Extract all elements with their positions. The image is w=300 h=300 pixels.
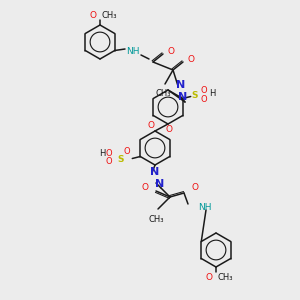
Text: NH: NH xyxy=(198,202,211,211)
Text: S: S xyxy=(117,155,124,164)
Text: H: H xyxy=(99,149,105,158)
Text: O: O xyxy=(201,95,207,104)
Text: O: O xyxy=(188,55,195,64)
Text: N: N xyxy=(176,80,186,90)
Text: O: O xyxy=(191,184,198,193)
Text: O: O xyxy=(106,157,112,166)
Text: O: O xyxy=(142,182,149,191)
Text: NH: NH xyxy=(126,47,140,56)
Text: O: O xyxy=(90,11,97,20)
Text: O: O xyxy=(106,149,112,158)
Text: N: N xyxy=(178,92,188,102)
Text: CH₃: CH₃ xyxy=(217,272,233,281)
Text: N: N xyxy=(155,179,165,189)
Text: N: N xyxy=(150,167,160,177)
Text: CH₃: CH₃ xyxy=(101,11,116,20)
Text: S: S xyxy=(191,91,198,100)
Text: O: O xyxy=(148,121,155,130)
Text: O: O xyxy=(201,86,207,95)
Text: O: O xyxy=(206,272,213,281)
Text: CH₃: CH₃ xyxy=(155,89,171,98)
Text: O: O xyxy=(124,147,130,156)
Text: O: O xyxy=(166,125,173,134)
Text: H: H xyxy=(209,89,215,98)
Text: CH₃: CH₃ xyxy=(148,215,164,224)
Text: O: O xyxy=(168,46,175,56)
